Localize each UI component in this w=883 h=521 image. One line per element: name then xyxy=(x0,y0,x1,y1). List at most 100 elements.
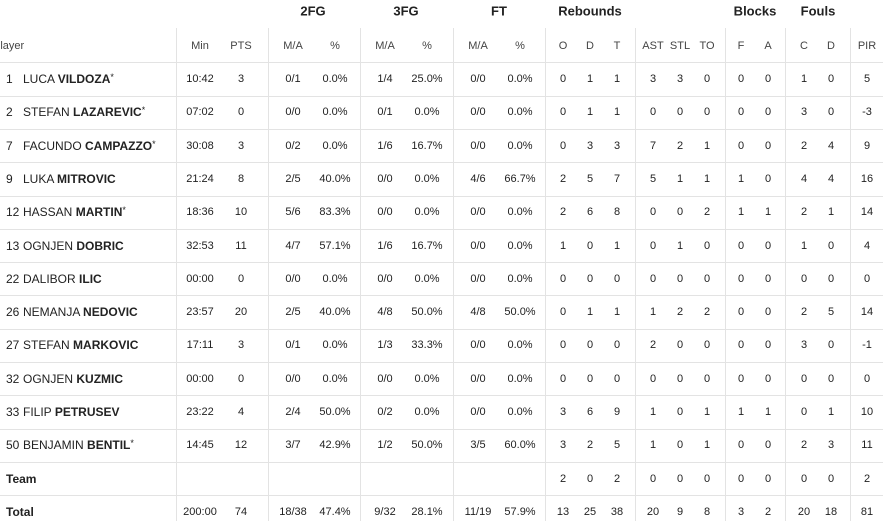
stat-cell: 0/0 xyxy=(377,373,393,385)
stat-cell: 4/8 xyxy=(377,306,393,318)
stat-cell: 5 xyxy=(613,439,621,451)
stat-cell: 0 xyxy=(586,373,594,385)
first-name: NEMANJA xyxy=(23,305,80,319)
row-divider xyxy=(0,162,883,163)
stat-cell: 2 xyxy=(764,506,772,518)
column-header: C xyxy=(800,40,808,52)
first-name: DALIBOR xyxy=(23,272,76,286)
stat-cell: 0 xyxy=(586,240,594,252)
row-divider xyxy=(0,462,883,463)
stat-cell: 0 xyxy=(559,339,567,351)
stat-cell: 0 xyxy=(827,273,835,285)
stat-cell: 0 xyxy=(613,339,621,351)
stat-cell: 20 xyxy=(797,506,811,518)
stat-cell: 2 xyxy=(703,206,711,218)
stat-cell: 4 xyxy=(800,173,808,185)
stat-cell: 14 xyxy=(860,306,874,318)
stat-cell: 2/4 xyxy=(285,406,301,418)
stat-cell: 0 xyxy=(764,73,772,85)
player-number: 9 xyxy=(6,172,13,186)
stat-cell: 3 xyxy=(676,73,684,85)
stat-cell: 0 xyxy=(237,106,245,118)
starter-mark: * xyxy=(122,205,126,215)
stat-cell: 0 xyxy=(800,406,808,418)
player-number: 32 xyxy=(6,372,20,386)
stat-cell: 0 xyxy=(586,273,594,285)
stat-cell: 0 xyxy=(800,273,808,285)
stat-cell: 0/1 xyxy=(377,106,393,118)
first-name: STEFAN xyxy=(23,338,70,352)
stat-cell: 0 xyxy=(676,273,684,285)
column-divider xyxy=(268,28,269,521)
stat-cell: 5 xyxy=(586,173,594,185)
column-header: % xyxy=(515,40,525,52)
stat-cell: 0 xyxy=(764,140,772,152)
stat-cell: 18 xyxy=(824,506,838,518)
stat-cell: 2 xyxy=(800,439,808,451)
player-number: 33 xyxy=(6,405,20,419)
column-header: AST xyxy=(642,40,664,52)
stat-cell: 18/38 xyxy=(279,506,307,518)
stat-cell: 0.0% xyxy=(507,73,533,85)
column-divider xyxy=(725,28,726,521)
stat-cell: 0/0 xyxy=(285,373,301,385)
stat-cell: 3 xyxy=(237,140,245,152)
stat-cell: 6 xyxy=(586,206,594,218)
column-header: A xyxy=(764,40,772,52)
row-divider xyxy=(0,262,883,263)
stat-cell: 0.0% xyxy=(507,373,533,385)
stat-cell: 17:11 xyxy=(186,339,214,351)
stat-cell: 14 xyxy=(860,206,874,218)
stat-cell: 0/0 xyxy=(377,206,393,218)
stat-cell: 0 xyxy=(827,373,835,385)
stat-cell: 0 xyxy=(703,106,711,118)
stat-cell: 1 xyxy=(737,206,745,218)
stat-cell: 4/7 xyxy=(285,240,301,252)
last-name: ILIC xyxy=(79,272,102,286)
stat-cell: 11/19 xyxy=(464,506,492,518)
total-label: Total xyxy=(6,505,34,519)
stat-cell: 1/6 xyxy=(377,240,393,252)
column-divider xyxy=(635,28,636,521)
stat-cell: 13 xyxy=(556,506,570,518)
last-name: NEDOVIC xyxy=(83,305,138,319)
stat-cell: 0 xyxy=(559,73,567,85)
stat-cell: 0/0 xyxy=(377,273,393,285)
stat-cell: 0 xyxy=(703,373,711,385)
stat-cell: 0 xyxy=(863,273,871,285)
stat-cell: 50.0% xyxy=(319,406,351,418)
first-name: HASSAN xyxy=(23,205,73,219)
stat-cell: 0.0% xyxy=(507,206,533,218)
stat-cell: 2 xyxy=(559,206,567,218)
stat-cell: 3 xyxy=(237,73,245,85)
stat-cell: 0.0% xyxy=(507,240,533,252)
last-name: LAZAREVIC xyxy=(73,105,142,119)
stat-cell: 0/0 xyxy=(470,339,486,351)
stat-cell: 50.0% xyxy=(504,306,536,318)
stat-cell: 0 xyxy=(613,373,621,385)
stat-cell: 4 xyxy=(827,140,835,152)
stat-cell: 50.0% xyxy=(411,439,443,451)
stat-cell: 0 xyxy=(737,439,745,451)
stat-cell: 07:02 xyxy=(186,106,214,118)
stat-cell: 4/8 xyxy=(470,306,486,318)
stat-cell: 11 xyxy=(235,240,247,252)
stat-cell: 0 xyxy=(827,106,835,118)
stat-cell: 9 xyxy=(613,406,621,418)
column-divider xyxy=(785,28,786,521)
last-name: VILDOZA xyxy=(57,72,111,86)
column-header: D xyxy=(827,40,835,52)
stat-cell: 0 xyxy=(649,273,657,285)
stat-cell: 1 xyxy=(800,73,808,85)
stat-cell: 0 xyxy=(737,373,745,385)
stat-cell: 3/7 xyxy=(285,439,301,451)
stat-cell: 10:42 xyxy=(186,73,214,85)
row-divider xyxy=(0,129,883,130)
player-name: BENJAMIN BENTIL* xyxy=(23,438,134,452)
column-header: PIR xyxy=(857,40,877,52)
stat-cell: 5 xyxy=(863,73,871,85)
team-label: Team xyxy=(6,472,37,486)
first-name: OGNJEN xyxy=(23,239,74,253)
stat-cell: 0 xyxy=(613,273,621,285)
stat-cell: 1 xyxy=(764,206,772,218)
